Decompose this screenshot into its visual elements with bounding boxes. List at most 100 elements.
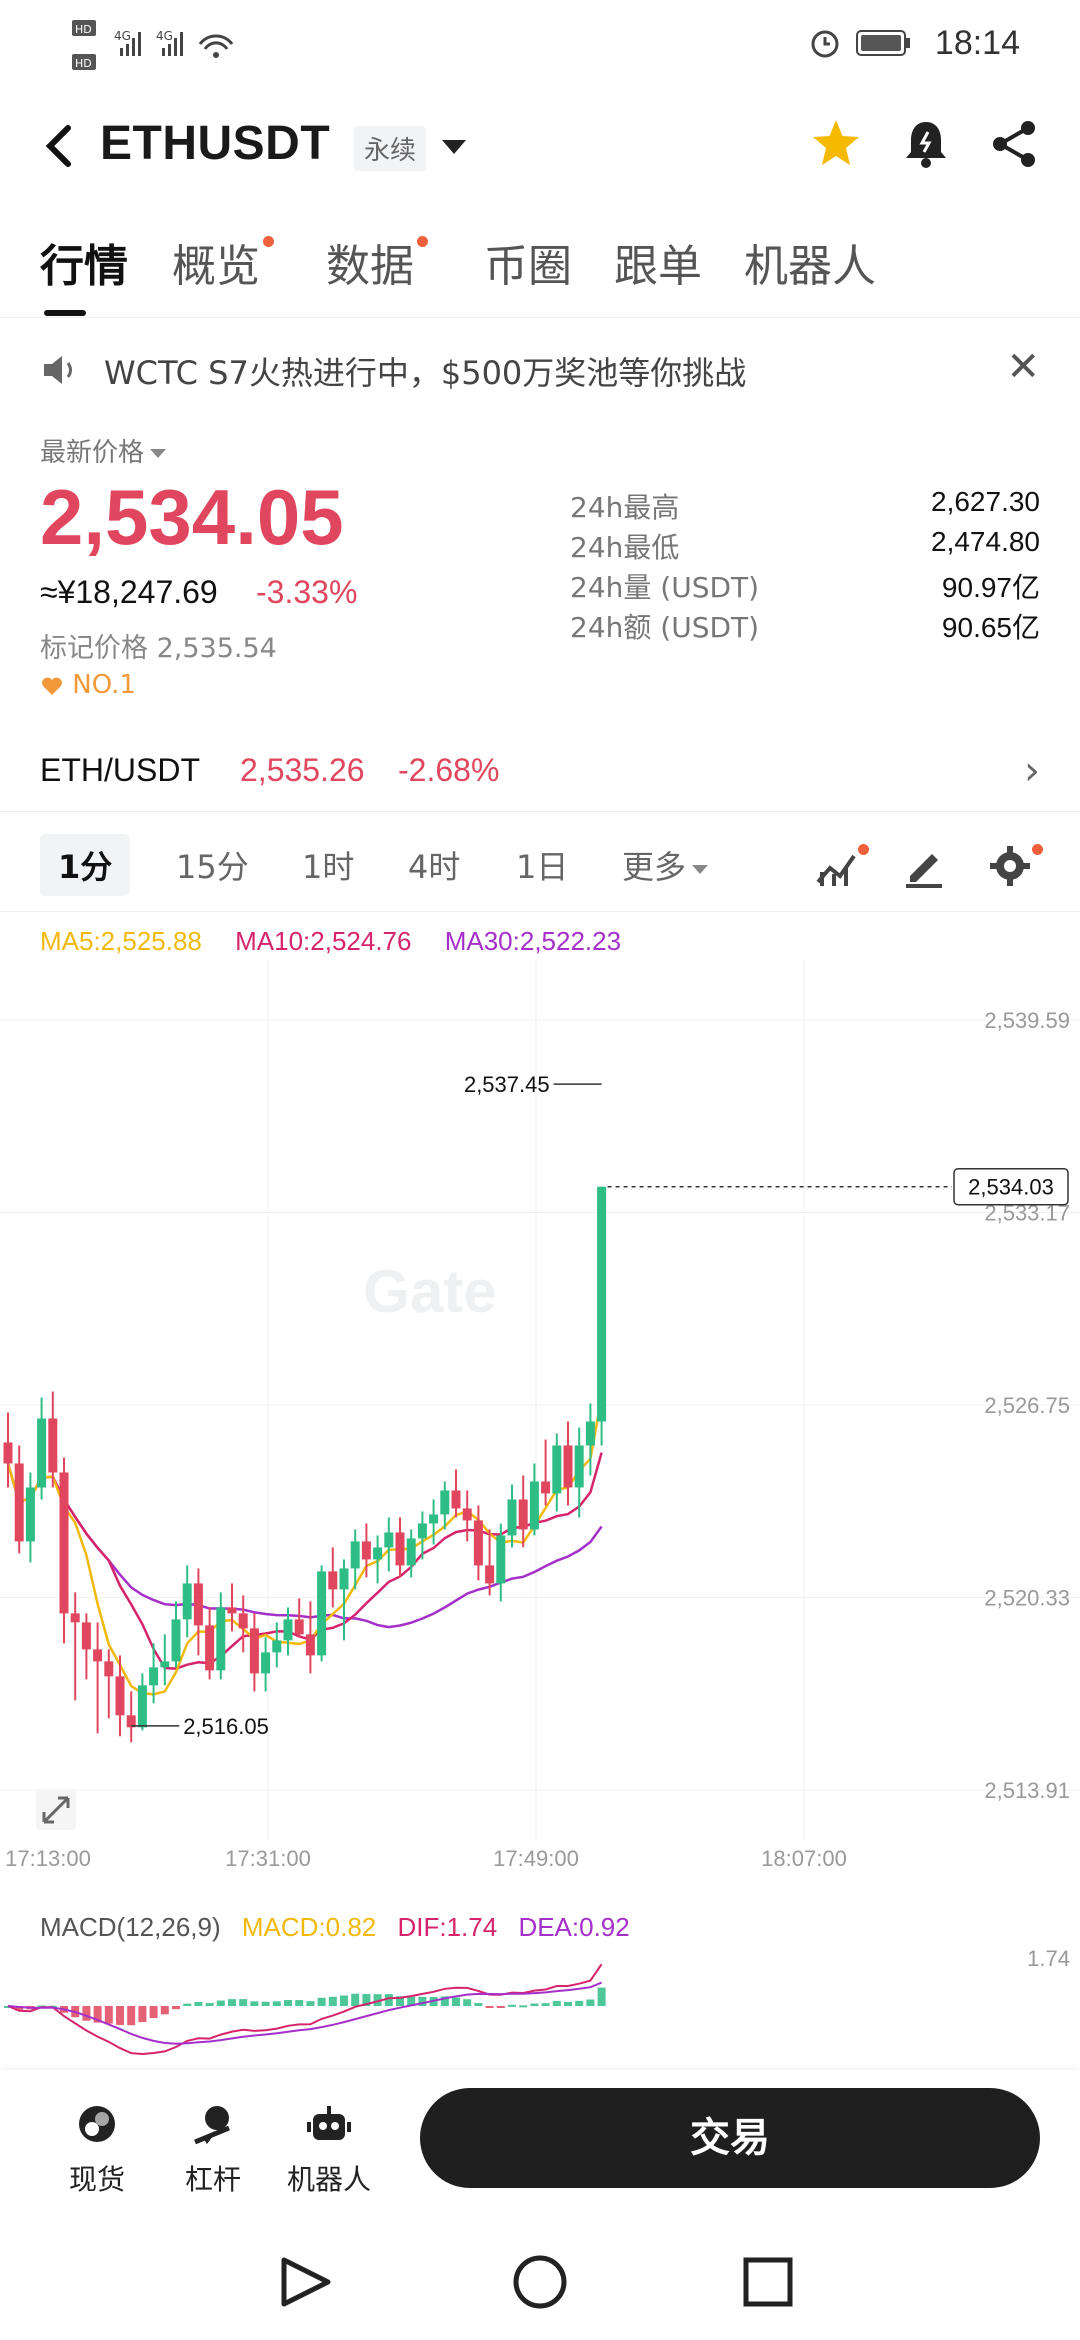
settings-gear-icon[interactable] xyxy=(986,842,1034,890)
nav-margin[interactable]: 杠杆 xyxy=(158,2100,268,2198)
interval-more[interactable]: 更多 xyxy=(622,842,709,888)
macd-bar xyxy=(530,2003,539,2006)
macd-bar xyxy=(205,2003,214,2006)
nav-spot[interactable]: 现货 xyxy=(42,2100,152,2198)
macd-bar xyxy=(351,1993,360,2006)
tab-copy-trading[interactable]: 跟单 xyxy=(614,241,702,292)
trade-button[interactable]: 交易 xyxy=(420,2088,1040,2188)
macd-bar xyxy=(160,2006,169,2015)
ma5-value: MA5:2,525.88 xyxy=(40,926,202,956)
tab-data[interactable]: 数据 xyxy=(326,230,428,294)
back-button[interactable] xyxy=(40,118,80,174)
close-icon[interactable]: ✕ xyxy=(1006,344,1040,390)
latest-price-label[interactable]: 最新价格 xyxy=(40,432,167,469)
macd-bar xyxy=(104,2006,113,2024)
candle-down xyxy=(81,1622,91,1650)
candle-up xyxy=(417,1523,427,1539)
home-nav-icon[interactable] xyxy=(513,2255,567,2309)
dropdown-icon xyxy=(692,864,709,874)
announcement-text[interactable]: WCTC S7火热进行中，$500万奖池等你挑战 xyxy=(104,354,747,392)
macd-top-tick: 1.74 xyxy=(1027,1948,1070,1971)
candle-down xyxy=(126,1715,136,1728)
interval-1m[interactable]: 1分 xyxy=(40,834,131,896)
candle-down xyxy=(518,1499,528,1530)
cny-price: ≈¥18,247.69 xyxy=(40,574,218,610)
macd-bar xyxy=(373,1994,382,2006)
ma30-value: MA30:2,522.23 xyxy=(444,926,622,956)
recents-nav-icon[interactable] xyxy=(743,2257,793,2307)
nav-bot[interactable]: 机器人 xyxy=(274,2100,384,2198)
heart-icon xyxy=(42,677,62,695)
candle-down xyxy=(238,1613,248,1629)
candle-up xyxy=(160,1661,170,1668)
macd-bar xyxy=(194,2002,203,2006)
candle-down xyxy=(563,1445,573,1488)
macd-bar xyxy=(317,1997,326,2006)
tab-bot[interactable]: 机器人 xyxy=(744,241,876,292)
tab-market[interactable]: 行情 xyxy=(40,241,128,292)
bell-alert-icon[interactable] xyxy=(898,116,954,172)
share-icon[interactable] xyxy=(986,116,1042,172)
interval-1d[interactable]: 1日 xyxy=(516,848,569,886)
dropdown-icon xyxy=(150,449,167,458)
interval-4h[interactable]: 4时 xyxy=(408,848,461,886)
last-price-box xyxy=(953,1167,1069,1206)
expand-icon[interactable] xyxy=(36,1790,76,1830)
macd-bar xyxy=(216,2000,225,2006)
indicators-icon[interactable] xyxy=(814,842,862,890)
candle-down xyxy=(395,1532,405,1566)
macd-bar xyxy=(575,2000,584,2006)
macd-bar xyxy=(239,1999,248,2006)
spot-change: -2.68% xyxy=(398,752,500,788)
candle-down xyxy=(473,1520,483,1566)
candle-down xyxy=(59,1472,69,1614)
macd-bar xyxy=(172,2006,180,2010)
tab-community[interactable]: 币圈 xyxy=(484,241,572,292)
candle-down xyxy=(193,1583,203,1626)
clock: 18:14 xyxy=(934,24,1020,62)
x-axis-labels: 17:13:00 17:31:00 17:49:00 18:07:00 xyxy=(5,1846,847,1871)
macd-bar xyxy=(452,1997,460,2006)
last-price: 2,534.05 xyxy=(40,473,344,561)
contract-type-badge: 永续 xyxy=(354,126,427,171)
draw-pencil-icon[interactable] xyxy=(900,842,948,890)
min-price-label: 2,516.05 xyxy=(183,1714,269,1739)
tab-overview[interactable]: 概览 xyxy=(172,230,274,294)
notification-dot xyxy=(263,236,274,247)
status-bar: HD HD 4G 4G 18:14 xyxy=(0,0,1080,96)
candle-up xyxy=(272,1640,282,1653)
macd-bar xyxy=(396,1996,404,2006)
macd-bar xyxy=(508,2004,516,2007)
candle-up xyxy=(597,1186,607,1422)
ma10-value: MA10:2,524.76 xyxy=(235,926,412,956)
candle-up xyxy=(529,1481,539,1530)
price-callouts: 2,537.45 2,516.05 2,534.03 xyxy=(131,1072,1069,1739)
pair-dropdown-icon[interactable] xyxy=(442,140,466,154)
interval-15m[interactable]: 15分 xyxy=(176,848,249,886)
macd-bar xyxy=(228,1999,236,2006)
interval-1h[interactable]: 1时 xyxy=(302,848,355,886)
pair-title[interactable]: ETHUSDT xyxy=(100,117,331,170)
candle-down xyxy=(485,1565,495,1584)
notification-dot xyxy=(1032,844,1043,855)
candle-up xyxy=(339,1568,349,1590)
candlestick-chart[interactable]: Gate 2,539.592,533.172,526.752,520.332,5… xyxy=(0,960,1080,1900)
rank-badge[interactable]: NO.1 xyxy=(40,670,136,700)
macd-bar xyxy=(418,1996,427,2006)
candle-up xyxy=(216,1607,226,1671)
battery-icon xyxy=(856,30,910,56)
macd-bar xyxy=(564,2001,572,2006)
back-nav-icon[interactable] xyxy=(281,2257,331,2307)
candle-up xyxy=(149,1667,159,1686)
candle-down xyxy=(462,1508,472,1521)
star-icon[interactable] xyxy=(808,116,864,172)
dea-value: DEA:0.92 xyxy=(518,1912,630,1942)
ma-legend: MA5:2,525.88 MA10:2,524.76 MA30:2,522.23 xyxy=(40,926,647,957)
x-tick-label: 17:31:00 xyxy=(225,1846,311,1871)
macd-bar xyxy=(496,2006,505,2008)
stat-high: 24h最高 2,627.30 xyxy=(570,486,1040,524)
announcement-banner[interactable]: WCTC S7火热进行中，$500万奖池等你挑战 ✕ xyxy=(0,330,1080,410)
ma10-line xyxy=(6,1452,603,1670)
x-tick-label: 18:07:00 xyxy=(761,1846,847,1871)
spot-pair-row[interactable]: ETH/USDT 2,535.26 -2.68% › xyxy=(0,740,1080,812)
